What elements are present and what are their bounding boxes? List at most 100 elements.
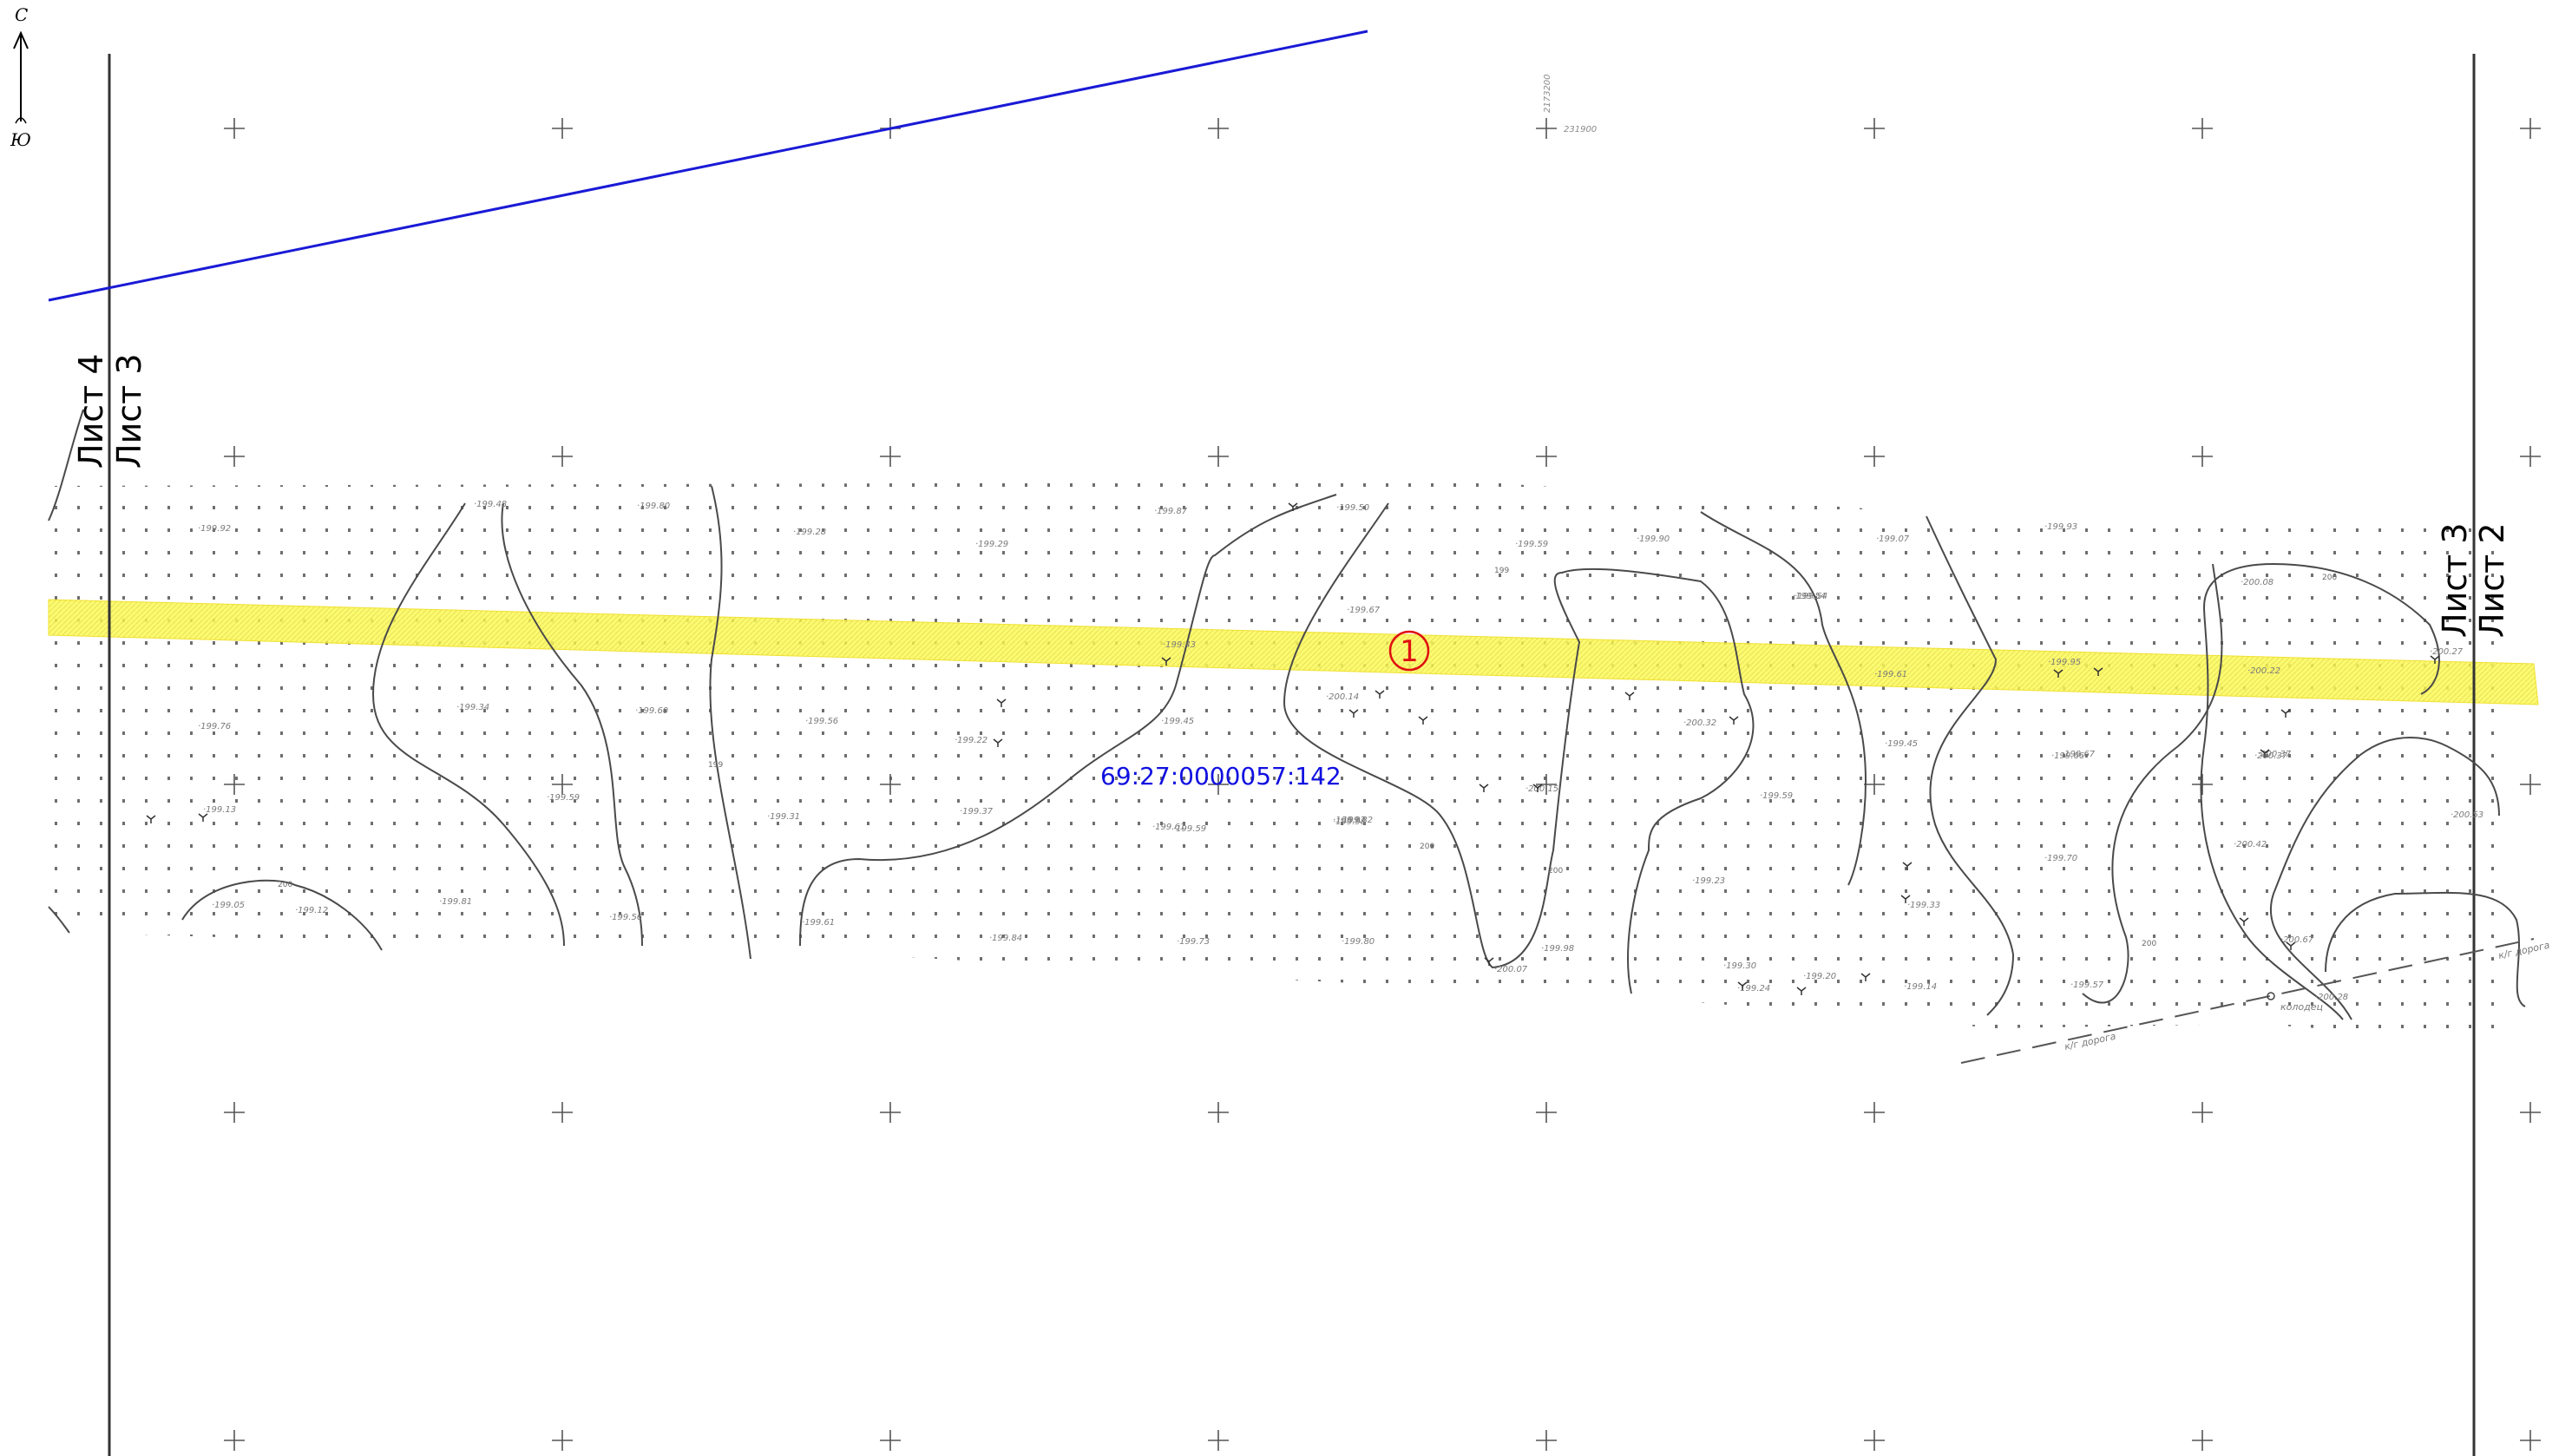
elevation-label: ·199.66 xyxy=(2051,751,2084,761)
contour-value-label: 200 xyxy=(278,881,292,889)
elevation-label: ·199.80 xyxy=(637,502,670,511)
elevation-label: ·199.93 xyxy=(2044,522,2077,532)
elevation-label: ·199.56 xyxy=(805,717,838,726)
tree-icon xyxy=(2093,667,2103,676)
tree-icon xyxy=(1900,895,1911,903)
south-label: Ю xyxy=(10,129,31,150)
elevation-label: ·199.59 xyxy=(547,793,580,803)
contour-value-label: 200 xyxy=(2142,940,2156,948)
elevation-label: ·199.76 xyxy=(198,722,231,731)
elevation-label: ·200.67 xyxy=(2280,935,2314,945)
elevation-label: ·200.53 xyxy=(2451,810,2483,820)
elevation-label: ·199.67 xyxy=(2062,750,2096,759)
elevation-label: ·199.48 xyxy=(474,500,507,509)
grid-coord-x: 231900 xyxy=(1564,125,1597,134)
elevation-label: ·199.23 xyxy=(1692,876,1725,886)
elevation-label: ·199.59 xyxy=(1173,824,1206,834)
road-label-right: к/г дорога xyxy=(2497,940,2551,961)
elevation-label: ·200.14 xyxy=(1326,692,1359,702)
elevation-label: ·199.73 xyxy=(1177,937,1210,947)
elevation-label: ·199.57 xyxy=(2070,981,2104,990)
elevation-label: ·199.59 xyxy=(1515,540,1548,549)
tree-icon xyxy=(146,815,156,823)
elevation-label: ·199.50 xyxy=(1336,503,1369,513)
elevation-label: ·199.54 xyxy=(1793,592,1826,601)
tree-icon xyxy=(1796,987,1807,995)
tree-icon xyxy=(2260,749,2270,758)
elevation-label: ·199.84 xyxy=(989,934,1022,943)
sheet-label-right-lower: Лист 2 xyxy=(2473,522,2511,638)
elevation-label: ·199.80 xyxy=(1342,937,1375,947)
elevation-labels: ·199.92 ·199.48 ·199.80 ·199.28 ·199.29 ·199.… xyxy=(198,500,2483,1002)
elevation-label: ·200.28 xyxy=(2315,993,2348,1002)
elevation-label: ·200.37 xyxy=(2258,750,2292,759)
elevation-label: ·199.37 xyxy=(960,807,994,817)
elevation-label: ·199.61 xyxy=(1152,823,1185,832)
north-arrow-icon xyxy=(13,30,29,124)
road-label-left: к/г дорога xyxy=(2064,1031,2117,1053)
tree-icon xyxy=(1418,716,1428,725)
elevation-label: ·199.61 xyxy=(1874,670,1907,679)
elevation-label: ·199.30 xyxy=(1723,961,1756,971)
tree-icon xyxy=(1484,957,1494,966)
elevation-label: ·199.87 xyxy=(1154,507,1188,516)
tree-icon xyxy=(2053,669,2064,678)
sheet-label-left-upper: Лист 4 xyxy=(72,353,110,469)
elevation-label: ·199.29 xyxy=(975,540,1008,549)
elevation-label: ·199.82 xyxy=(1340,816,1373,825)
elevation-label: ·199.70 xyxy=(2044,854,2077,863)
tree-icon xyxy=(1860,973,1871,981)
elevation-label: ·200.37 xyxy=(2254,751,2288,761)
parcel-marker-circle[interactable] xyxy=(1388,630,1430,672)
elevation-label: ·200.08 xyxy=(2241,578,2273,587)
elevation-label: ·199.92 xyxy=(198,524,231,534)
coordinate-grid xyxy=(224,118,2541,1451)
contour-value-label: 200 xyxy=(2322,574,2337,582)
tree-icon xyxy=(1348,709,1359,718)
elevation-label: ·200.15 xyxy=(1525,784,1558,794)
tree-icon xyxy=(1729,716,1739,725)
elevation-label: ·199.12 xyxy=(295,906,328,915)
parcel-marker-number[interactable]: 1 xyxy=(1400,634,1419,669)
elevation-label: ·199.43 xyxy=(1163,640,1196,650)
elevation-label: ·199.31 xyxy=(767,812,800,822)
elevation-label: ·199.13 xyxy=(203,805,236,815)
tree-icon xyxy=(2239,917,2249,926)
elevation-label: ·199.60 xyxy=(635,706,668,716)
contour-value-label: 199 xyxy=(708,761,723,770)
parcel-strip[interactable] xyxy=(48,599,2539,705)
elevation-label: ·199.95 xyxy=(2048,658,2081,667)
elevation-label: ·199.67 xyxy=(1347,606,1381,615)
north-label: С xyxy=(15,4,28,25)
tree-symbols xyxy=(146,502,2440,995)
elevation-label: ·199.45 xyxy=(1161,717,1194,726)
elevation-label: ·199.54 xyxy=(1794,592,1827,601)
tree-icon xyxy=(993,738,1003,747)
elevation-label: ·199.90 xyxy=(1637,535,1670,544)
tree-icon xyxy=(198,813,208,822)
tree-icon xyxy=(1902,862,1913,870)
elevation-label: ·199.97 xyxy=(1333,816,1367,825)
elevation-label: ·200.32 xyxy=(1683,718,1716,728)
elevation-label: ·199.98 xyxy=(1333,817,1366,827)
grid-coord-y: 2173200 xyxy=(1543,74,1552,113)
contour-value-label: 200 xyxy=(1420,843,1434,851)
elevation-label: ·200.27 xyxy=(2430,647,2464,657)
elevation-label: ·199.05 xyxy=(212,901,245,910)
elevation-label: ·199.20 xyxy=(1803,972,1836,981)
elevation-label: ·199.61 xyxy=(802,918,835,928)
sheet-label-right-upper: Лист 3 xyxy=(2436,522,2474,638)
elevation-label: ·199.81 xyxy=(439,897,472,907)
elevation-label: ·199.34 xyxy=(456,703,489,712)
cadastral-number[interactable]: 69:27:0000057:142 xyxy=(1100,762,1342,790)
tree-icon xyxy=(2280,709,2291,718)
elevation-label: ·199.22 xyxy=(955,736,987,745)
sheet-label-left-lower: Лист 3 xyxy=(110,353,148,469)
elevation-label: ·199.98 xyxy=(1541,944,1574,954)
tree-icon xyxy=(2430,655,2440,664)
well-icon xyxy=(2267,992,2275,1000)
elevation-label: ·199.59 xyxy=(1760,791,1793,801)
tree-icon xyxy=(1288,502,1298,511)
elevation-label: ·199.14 xyxy=(1904,982,1937,992)
contour-value-labels: 200 199 200 199 200 200 200 xyxy=(278,567,2337,948)
